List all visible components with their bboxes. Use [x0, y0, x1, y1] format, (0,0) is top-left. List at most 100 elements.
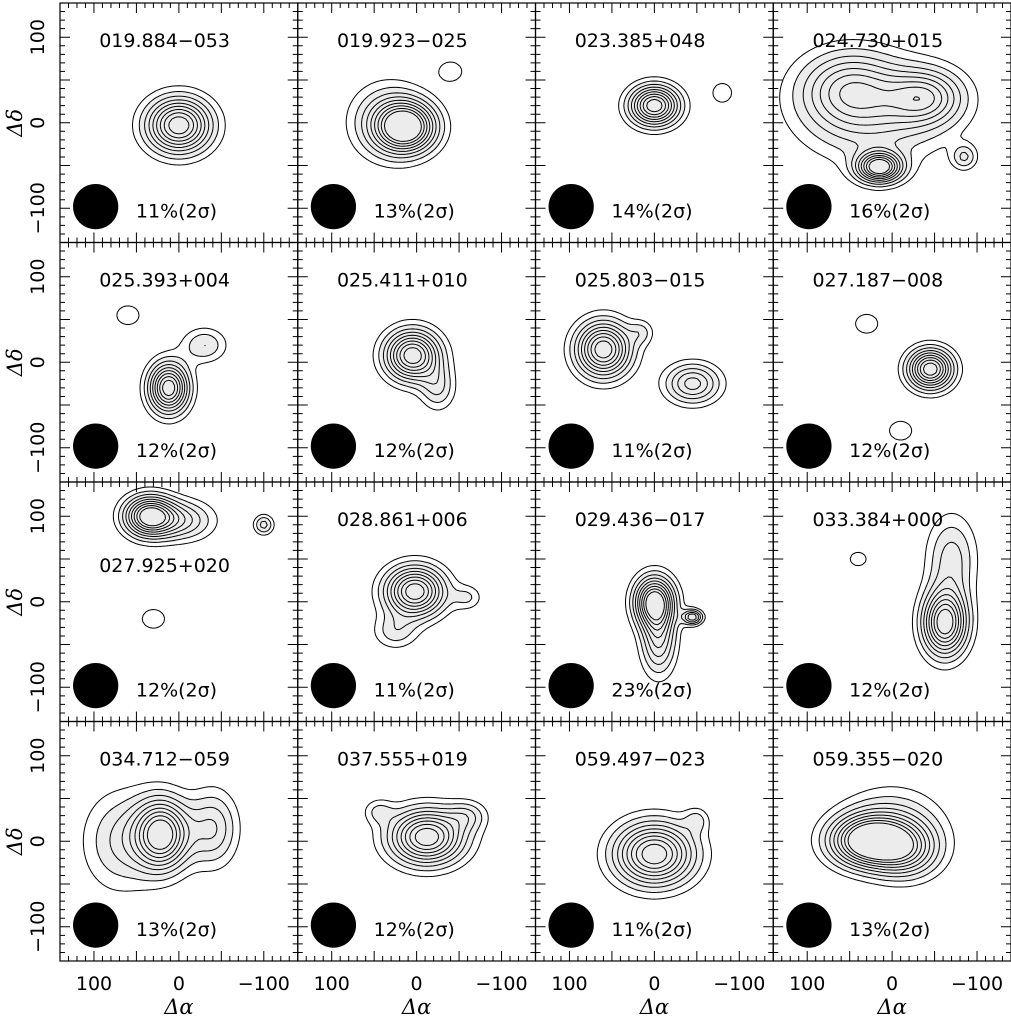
contour-lines: [849, 512, 979, 671]
source-name: 028.861+006: [337, 509, 468, 531]
panel-ticks: [773, 482, 1011, 722]
contour-lines: [364, 796, 489, 878]
panel-ticks: [773, 242, 1011, 482]
y-tick-label: −100: [27, 422, 49, 474]
source-name: 033.384+000: [812, 509, 943, 531]
panel-9: 028.861+006 11%(2σ): [297, 481, 537, 723]
contour-level: 12%(2σ): [849, 440, 930, 462]
contour-level: 12%(2σ): [136, 440, 217, 462]
beam-marker: [548, 662, 594, 709]
panel-7: 027.187−008 12%(2σ): [772, 241, 1011, 483]
panel-14: 059.497−023 11%(2σ): [534, 720, 774, 962]
panel-3: 024.730+015 16%(2σ): [772, 2, 1011, 244]
source-name: 027.187−008: [812, 270, 943, 292]
emission-fill: [139, 92, 219, 160]
panel-ticks: [535, 721, 774, 961]
source-name: 019.923−025: [337, 30, 468, 52]
x-tick-label: 0: [173, 973, 185, 995]
contour-lines: [563, 309, 727, 409]
y-tick-label: −100: [27, 182, 49, 234]
panel-ticks: [297, 721, 536, 961]
panel-ticks: [773, 3, 1011, 243]
contour-level: 13%(2σ): [374, 201, 455, 223]
y-tick-label: 100: [27, 738, 49, 774]
source-name: 025.411+010: [337, 270, 468, 292]
y-tick-label: 0: [27, 596, 49, 608]
contour-level: 12%(2σ): [136, 680, 217, 702]
panel-ticks: [60, 242, 298, 482]
contour-lines: [779, 39, 979, 191]
x-tick-label: −100: [238, 973, 290, 995]
beam-marker: [548, 183, 594, 230]
panel-10: 029.436−017 23%(2σ): [534, 481, 774, 723]
panel-2: 023.385+048 14%(2σ): [534, 2, 774, 244]
x-tick-label: 0: [648, 973, 660, 995]
panel-ticks: [535, 3, 774, 243]
source-name: 025.803−015: [575, 270, 706, 292]
source-name: 029.436−017: [575, 509, 706, 531]
emission-fill: [96, 788, 233, 882]
y-axis-label: Δδ: [3, 827, 27, 856]
panel-ticks: [297, 482, 536, 722]
x-tick-label: −100: [951, 973, 1003, 995]
source-name: 059.355−020: [812, 749, 943, 771]
panel-4: 025.393+004 12%(2σ): [59, 241, 299, 483]
emission-fill: [902, 345, 959, 393]
beam-marker: [548, 423, 594, 469]
panel-ticks: [773, 721, 1011, 961]
contour-level: 11%(2σ): [611, 919, 692, 941]
panel-ticks: [297, 3, 536, 243]
panel-12: 034.712−059 13%(2σ): [59, 720, 299, 962]
beam-marker: [786, 423, 832, 469]
beam-marker: [310, 662, 357, 709]
panel-ticks: [535, 242, 774, 482]
source-name: 023.385+048: [575, 30, 706, 52]
x-tick-label: 100: [314, 973, 350, 995]
contour-lines: [810, 786, 955, 888]
contour-lines: [131, 85, 226, 166]
y-tick-label: 100: [27, 498, 49, 534]
x-axis-label: Δα: [876, 995, 906, 1019]
x-tick-label: 0: [411, 973, 423, 995]
contour-lines: [855, 313, 964, 441]
beam-marker: [310, 423, 357, 469]
panel-6: 025.803−015 11%(2σ): [534, 241, 774, 483]
contour-level: 14%(2σ): [611, 201, 692, 223]
contour-lines: [625, 564, 706, 683]
emission-fill: [604, 814, 705, 892]
contour-lines: [371, 555, 480, 648]
source-name: 034.712−059: [99, 749, 230, 771]
x-axis-label: Δα: [639, 995, 669, 1019]
panel-ticks: [60, 3, 298, 243]
beam-marker: [73, 183, 119, 230]
source-name: 025.393+004: [99, 270, 230, 292]
contour-lines: [596, 807, 713, 900]
x-tick-label: −100: [713, 973, 765, 995]
panel-13: 037.555+019 12%(2σ): [297, 720, 537, 962]
panel-8: 027.925+020 12%(2σ): [59, 481, 299, 723]
y-axis-label: Δδ: [3, 348, 27, 377]
y-tick-label: 0: [27, 356, 49, 368]
y-tick-label: 100: [27, 19, 49, 55]
source-name: 024.730+015: [812, 30, 943, 52]
source-name: 027.925+020: [99, 555, 230, 577]
contour-level: 13%(2σ): [849, 919, 930, 941]
contour-level: 16%(2σ): [849, 201, 930, 223]
source-name: 059.497−023: [575, 749, 706, 771]
y-axis-label: Δδ: [3, 109, 27, 138]
beam-marker: [786, 183, 832, 230]
y-tick-label: −100: [27, 901, 49, 953]
panel-5: 025.411+010 12%(2σ): [297, 241, 537, 483]
emission-fill: [353, 86, 444, 163]
beam-marker: [310, 183, 357, 230]
y-axis-label: Δδ: [3, 588, 27, 617]
x-tick-label: 100: [551, 973, 587, 995]
contour-lines: [116, 305, 227, 425]
contour-lines: [372, 318, 457, 411]
panel-ticks: [60, 721, 298, 961]
axes-labels: 100 0 −100 Δδ 100 0 −100 Δδ 100 0 −100 Δδ 100 0 −100 Δδ…: [3, 19, 1003, 1019]
panel-ticks: [535, 482, 774, 722]
y-tick-label: 0: [27, 117, 49, 129]
x-tick-label: 100: [789, 973, 825, 995]
